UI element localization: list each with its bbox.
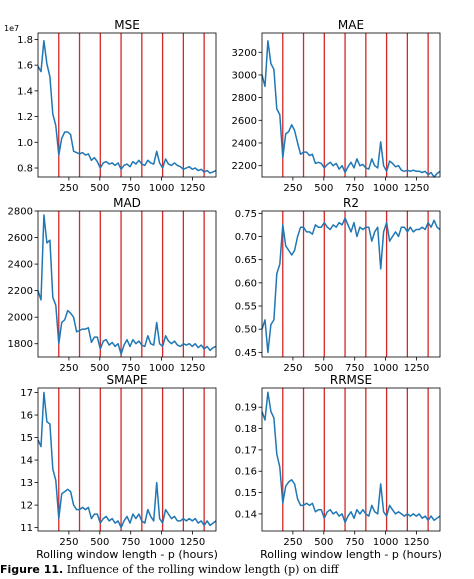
caption-label: Figure 11. — [0, 563, 64, 576]
chart-3-y-tick-label-6: 2800 — [8, 207, 33, 218]
chart-6-frame — [261, 387, 441, 532]
chart-1-title: MSE — [114, 18, 140, 32]
chart-6-x-axis-label: Rolling window length - p (hours) — [260, 548, 442, 561]
chart-3-series-line — [37, 214, 217, 356]
chart-2-x-tick-label-3: 750 — [345, 183, 364, 194]
caption-text: Influence of the rolling window length (… — [63, 563, 339, 576]
chart-6-y-tick-label-6: 0.19 — [235, 403, 257, 414]
chart-4-y-tick-label-6: 0.70 — [235, 232, 257, 243]
chart-2-title: MAE — [338, 18, 364, 32]
chart-2-y-tick-label-4: 2800 — [232, 93, 257, 104]
chart-1-frame — [37, 32, 217, 178]
chart-4-series-line — [261, 217, 441, 354]
chart-5-y-tick-label-5: 15 — [20, 433, 33, 444]
chart-6-series-line — [261, 391, 441, 524]
chart-5-x-tick-label-1: 250 — [59, 537, 78, 548]
chart-6-x-tick-label-2: 500 — [314, 537, 333, 548]
chart-3-y-tick-label-5: 2600 — [8, 233, 33, 244]
chart-4-x-tick-label-3: 750 — [345, 363, 364, 374]
chart-6-y-tick-label-2: 0.15 — [235, 488, 257, 499]
chart-3-x-tick-label-3: 750 — [121, 363, 140, 374]
chart-6-y-tick-label-4: 0.17 — [235, 445, 257, 456]
chart-1-x-tick-label-1: 250 — [59, 183, 78, 194]
chart-5-x-tick-label-3: 750 — [121, 537, 140, 548]
chart-2-x-tick-label-5: 1250 — [404, 183, 429, 194]
chart-2-x-tick-label-1: 250 — [283, 183, 302, 194]
chart-2-y-tick-label-5: 3000 — [232, 70, 257, 81]
chart-6-x-tick-label-4: 1000 — [373, 537, 398, 548]
chart-5-x-tick-label-4: 1000 — [149, 537, 174, 548]
chart-5-y-tick-label-3: 13 — [20, 478, 33, 489]
chart-1-x-tick-label-5: 1250 — [180, 183, 205, 194]
chart-2-y-tick-label-3: 2600 — [232, 116, 257, 127]
chart-5-y-tick-label-2: 12 — [20, 501, 33, 512]
chart-2-frame — [261, 32, 441, 178]
chart-5-frame — [37, 387, 217, 532]
chart-4-y-tick-label-5: 0.65 — [235, 255, 257, 266]
chart-1-series-line — [37, 39, 217, 174]
chart-3-x-tick-label-2: 500 — [90, 363, 109, 374]
chart-1-y-tick-label-3: 1.2 — [17, 112, 33, 123]
chart-4-title: R2 — [343, 196, 359, 210]
figure-caption: Figure 11. Influence of the rolling wind… — [0, 563, 474, 579]
chart-3-y-tick-label-2: 2000 — [8, 313, 33, 324]
chart-1-x-tick-label-3: 750 — [121, 183, 140, 194]
chart-5-series-line — [37, 391, 217, 529]
chart-6-y-tick-label-5: 0.18 — [235, 424, 257, 435]
chart-4-x-tick-label-1: 250 — [283, 363, 302, 374]
chart-3-y-tick-label-1: 1800 — [8, 339, 33, 350]
chart-2-y-tick-label-2: 2400 — [232, 138, 257, 149]
chart-5-x-tick-label-2: 500 — [90, 537, 109, 548]
chart-4-y-tick-label-1: 0.45 — [235, 348, 257, 359]
chart-1-y-tick-label-2: 1.0 — [17, 138, 33, 149]
chart-1-y-tick-label-5: 1.6 — [17, 61, 33, 72]
chart-1-y-tick-label-6: 1.8 — [17, 35, 33, 46]
chart-6-x-tick-label-3: 750 — [345, 537, 364, 548]
chart-1-offset-text: 1e7 — [4, 24, 19, 33]
chart-3-y-tick-label-3: 2200 — [8, 286, 33, 297]
chart-5-x-axis-label: Rolling window length - p (hours) — [36, 548, 218, 561]
chart-1-x-tick-label-4: 1000 — [149, 183, 174, 194]
chart-6-x-tick-label-1: 250 — [283, 537, 302, 548]
chart-6-x-tick-label-5: 1250 — [404, 537, 429, 548]
chart-3-x-tick-label-1: 250 — [59, 363, 78, 374]
chart-4-x-tick-label-5: 1250 — [404, 363, 429, 374]
chart-3-y-tick-label-4: 2400 — [8, 260, 33, 271]
chart-2-x-tick-label-4: 1000 — [373, 183, 398, 194]
chart-5-y-tick-label-4: 14 — [20, 456, 33, 467]
chart-2-y-tick-label-1: 2200 — [232, 161, 257, 172]
chart-1-y-tick-label-4: 1.4 — [17, 86, 33, 97]
chart-1-y-tick-label-1: 0.8 — [17, 164, 33, 175]
chart-6-title: RRMSE — [330, 373, 372, 387]
chart-5-x-tick-label-5: 1250 — [180, 537, 205, 548]
chart-5-y-tick-label-1: 11 — [20, 523, 33, 534]
chart-3-title: MAD — [113, 196, 141, 210]
chart-4-y-tick-label-2: 0.50 — [235, 325, 257, 336]
chart-3-frame — [37, 210, 217, 358]
chart-2-y-tick-label-6: 3200 — [232, 48, 257, 59]
chart-4-y-tick-label-3: 0.55 — [235, 302, 257, 313]
chart-3-x-tick-label-4: 1000 — [149, 363, 174, 374]
chart-4-y-tick-label-4: 0.60 — [235, 278, 257, 289]
chart-2-x-tick-label-2: 500 — [314, 183, 333, 194]
chart-4-x-tick-label-2: 500 — [314, 363, 333, 374]
chart-2-series-line — [261, 40, 441, 178]
chart-4-frame — [261, 210, 441, 358]
chart-6-y-tick-label-1: 0.14 — [235, 509, 257, 520]
chart-5-title: SMAPE — [107, 373, 148, 387]
chart-4-y-tick-label-7: 0.75 — [235, 209, 257, 220]
chart-4-x-tick-label-4: 1000 — [373, 363, 398, 374]
chart-3-x-tick-label-5: 1250 — [180, 363, 205, 374]
chart-5-y-tick-label-7: 17 — [20, 388, 33, 399]
figure: 250 500 750 1000 1250 0.8 1.0 1.2 1.4 1.6 1.8 MSE 1e… — [4, 18, 442, 561]
chart-5-y-tick-label-6: 16 — [20, 411, 33, 422]
chart-1-x-tick-label-2: 500 — [90, 183, 109, 194]
chart-6-y-tick-label-3: 0.16 — [235, 467, 257, 478]
